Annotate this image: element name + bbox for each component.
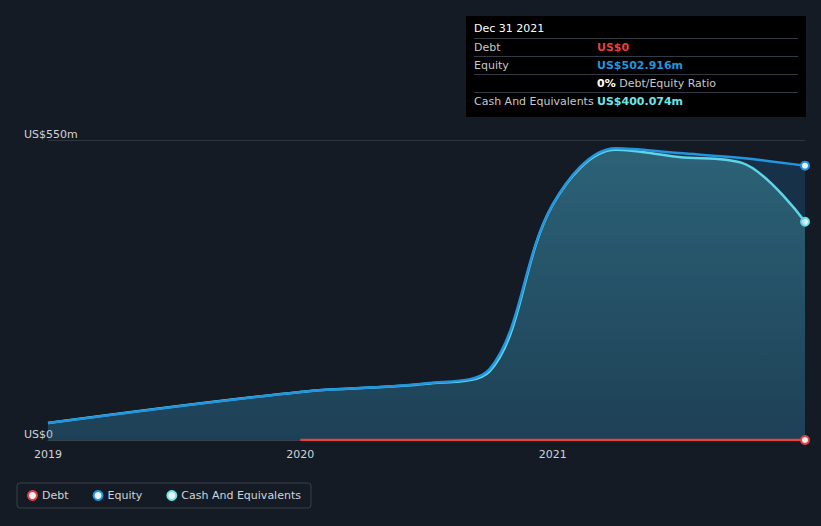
svg-text:2019: 2019 [34,448,62,461]
html-text:Cash And Equivalents US$400.07: Cash And Equivalents US$400.074m [474,95,684,108]
svg-text:Cash And Equivalents: Cash And Equivalents [181,489,301,502]
html-text:US$502.916m: US$502.916m [597,59,684,72]
svg-text:2021: 2021 [539,448,567,461]
svg-text:US$0: US$0 [24,428,53,441]
svg-text:US$550m: US$550m [24,128,78,141]
html-text:0% Debt/Equity Ratio: 0% Debt/Equity Ratio [597,77,716,90]
svg-text:Debt: Debt [42,489,69,502]
html-text:Dec 31 2021: Dec 31 2021 [474,22,545,35]
svg-text:Equity: Equity [108,489,143,502]
svg-text:2020: 2020 [286,448,314,461]
html-text:Debt: Debt [474,41,501,54]
html-text:US$0: US$0 [597,41,630,54]
html-text:Equity: Equity [474,59,509,72]
